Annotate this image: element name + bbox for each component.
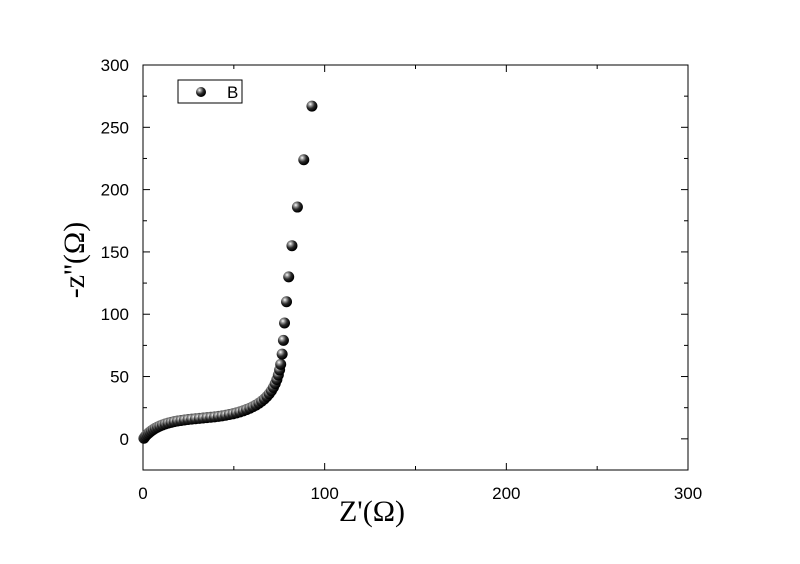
legend: B — [177, 79, 243, 104]
x-axis-title: Z'(Ω) — [339, 495, 405, 528]
x-tick-label: 300 — [674, 484, 702, 503]
y-axis-title: -z''(Ω) — [58, 222, 91, 298]
y-tick-labels: 0 50 100 150 200 250 300 — [101, 56, 129, 449]
axis-ticks — [142, 64, 689, 471]
y-tick-label: 100 — [101, 305, 129, 324]
legend-marker — [196, 87, 206, 97]
data-point — [275, 358, 287, 370]
data-points — [138, 100, 318, 444]
plot-area — [142, 64, 689, 471]
data-point — [286, 240, 298, 252]
data-point — [281, 296, 293, 308]
data-point — [279, 317, 291, 329]
data-point — [298, 154, 310, 166]
x-tick-label: 100 — [310, 484, 338, 503]
data-point — [276, 348, 288, 360]
data-point — [283, 271, 295, 283]
x-tick-label: 200 — [492, 484, 520, 503]
legend-box — [177, 79, 243, 104]
y-tick-label: 200 — [101, 181, 129, 200]
y-tick-label: 250 — [101, 118, 129, 137]
data-point — [306, 100, 318, 112]
y-tick-label: 50 — [110, 368, 129, 387]
y-tick-label: 300 — [101, 56, 129, 75]
legend-label: B — [227, 83, 238, 102]
x-tick-labels: 0 100 200 300 — [138, 484, 702, 503]
y-tick-label: 0 — [120, 430, 129, 449]
x-tick-label: 0 — [138, 484, 147, 503]
y-tick-label: 150 — [101, 243, 129, 262]
data-point — [291, 201, 303, 213]
data-point — [277, 334, 289, 346]
